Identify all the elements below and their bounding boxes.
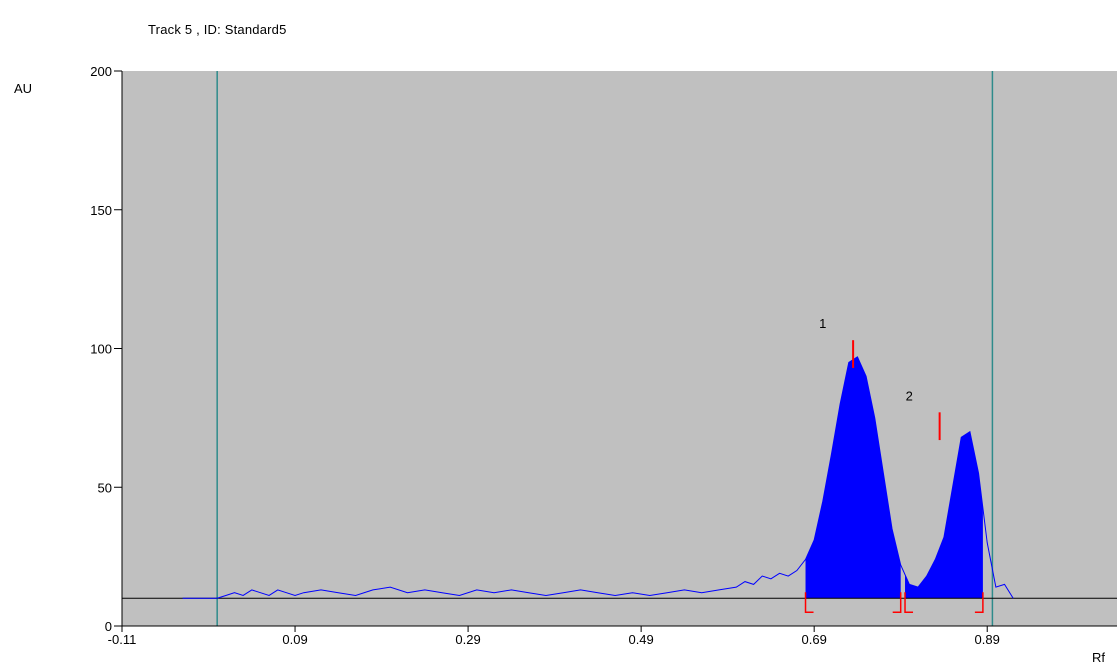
chart-title: Track 5 , ID: Standard5 — [148, 22, 287, 37]
peak-area-1 — [805, 356, 901, 599]
peak-markers: 12 — [804, 316, 984, 613]
y-tick-label: 50 — [98, 480, 112, 495]
peak-label: 1 — [819, 316, 826, 331]
peak-start-marker — [904, 592, 914, 613]
y-axis-label: AU — [14, 81, 32, 96]
x-axis-label: Rf — [1092, 650, 1105, 665]
axes: 0 50 100 150 200 -0.11 0.09 0.29 0.49 0.69 0.89 — [90, 64, 1117, 647]
peak-end-marker — [892, 592, 902, 613]
x-tick-label: 0.49 — [628, 632, 653, 647]
x-tick-label: 0.09 — [282, 632, 307, 647]
trace-line — [182, 356, 1014, 599]
x-tick-label: 0.69 — [802, 632, 827, 647]
peak-start-marker — [804, 592, 814, 613]
peak-end-marker — [974, 592, 984, 613]
peak-fills — [805, 356, 983, 599]
x-tick-label: -0.11 — [108, 632, 137, 647]
peak-label: 2 — [906, 388, 913, 403]
x-tick-label: 0.29 — [455, 632, 480, 647]
peak-area-2 — [905, 431, 983, 599]
boundary-lines — [216, 71, 994, 626]
x-tick-label: 0.89 — [975, 632, 1000, 647]
y-tick-label: 100 — [90, 342, 112, 357]
y-tick-label: 200 — [90, 64, 112, 79]
y-tick-label: 0 — [105, 619, 112, 634]
y-tick-label: 150 — [90, 203, 112, 218]
